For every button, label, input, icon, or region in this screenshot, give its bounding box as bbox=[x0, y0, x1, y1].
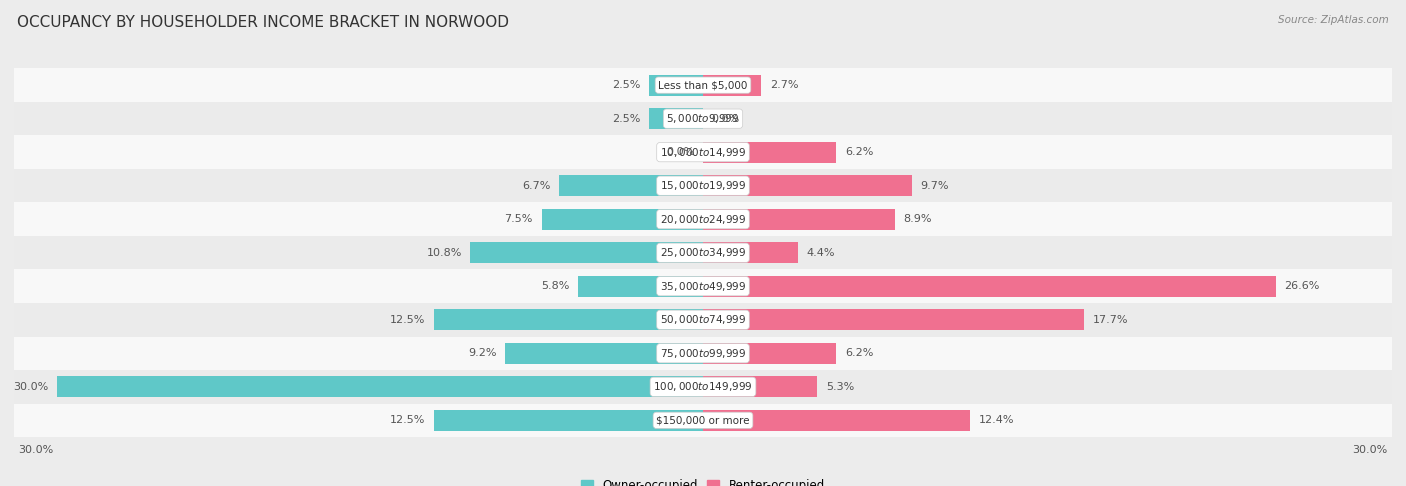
Bar bbox=[650, 108, 703, 129]
Bar bbox=[434, 310, 703, 330]
Text: OCCUPANCY BY HOUSEHOLDER INCOME BRACKET IN NORWOOD: OCCUPANCY BY HOUSEHOLDER INCOME BRACKET … bbox=[17, 15, 509, 30]
Text: 2.7%: 2.7% bbox=[769, 80, 799, 90]
Text: 6.2%: 6.2% bbox=[845, 348, 873, 358]
Bar bbox=[14, 102, 1392, 136]
Text: $100,000 to $149,999: $100,000 to $149,999 bbox=[654, 380, 752, 393]
Text: 7.5%: 7.5% bbox=[505, 214, 533, 224]
Text: Less than $5,000: Less than $5,000 bbox=[658, 80, 748, 90]
Bar bbox=[703, 410, 970, 431]
Text: 12.5%: 12.5% bbox=[389, 416, 425, 425]
Bar bbox=[14, 403, 1392, 437]
Text: $10,000 to $14,999: $10,000 to $14,999 bbox=[659, 146, 747, 158]
Text: 9.7%: 9.7% bbox=[921, 181, 949, 191]
Bar bbox=[578, 276, 703, 296]
Bar bbox=[703, 142, 837, 162]
Text: Source: ZipAtlas.com: Source: ZipAtlas.com bbox=[1278, 15, 1389, 25]
Bar bbox=[505, 343, 703, 364]
Text: $150,000 or more: $150,000 or more bbox=[657, 416, 749, 425]
Bar bbox=[14, 136, 1392, 169]
Bar bbox=[14, 69, 1392, 102]
Bar bbox=[14, 236, 1392, 269]
Bar bbox=[650, 75, 703, 96]
Text: 26.6%: 26.6% bbox=[1284, 281, 1320, 291]
Text: 0.0%: 0.0% bbox=[666, 147, 695, 157]
Text: $15,000 to $19,999: $15,000 to $19,999 bbox=[659, 179, 747, 192]
Bar bbox=[58, 376, 703, 397]
Text: 30.0%: 30.0% bbox=[13, 382, 48, 392]
Bar bbox=[14, 269, 1392, 303]
Text: $35,000 to $49,999: $35,000 to $49,999 bbox=[659, 280, 747, 293]
Text: 2.5%: 2.5% bbox=[612, 80, 641, 90]
Text: 30.0%: 30.0% bbox=[18, 446, 53, 455]
Text: 6.2%: 6.2% bbox=[845, 147, 873, 157]
Bar bbox=[14, 203, 1392, 236]
Bar bbox=[703, 175, 912, 196]
Text: 12.4%: 12.4% bbox=[979, 416, 1014, 425]
Bar bbox=[14, 303, 1392, 336]
Legend: Owner-occupied, Renter-occupied: Owner-occupied, Renter-occupied bbox=[581, 479, 825, 486]
Bar bbox=[541, 209, 703, 229]
Bar bbox=[558, 175, 703, 196]
Bar bbox=[14, 169, 1392, 203]
Bar bbox=[703, 209, 894, 229]
Text: 5.8%: 5.8% bbox=[541, 281, 569, 291]
Text: 2.5%: 2.5% bbox=[612, 114, 641, 123]
Text: 6.7%: 6.7% bbox=[522, 181, 550, 191]
Text: $20,000 to $24,999: $20,000 to $24,999 bbox=[659, 213, 747, 226]
Text: 0.0%: 0.0% bbox=[711, 114, 740, 123]
Text: $50,000 to $74,999: $50,000 to $74,999 bbox=[659, 313, 747, 326]
Bar bbox=[14, 370, 1392, 403]
Bar bbox=[703, 243, 797, 263]
Bar bbox=[471, 243, 703, 263]
Text: $75,000 to $99,999: $75,000 to $99,999 bbox=[659, 347, 747, 360]
Bar bbox=[703, 75, 761, 96]
Text: 8.9%: 8.9% bbox=[903, 214, 932, 224]
Bar bbox=[703, 343, 837, 364]
Text: 5.3%: 5.3% bbox=[825, 382, 853, 392]
Text: 30.0%: 30.0% bbox=[1353, 446, 1388, 455]
Text: 9.2%: 9.2% bbox=[468, 348, 496, 358]
Bar bbox=[434, 410, 703, 431]
Bar bbox=[703, 376, 817, 397]
Bar bbox=[703, 310, 1084, 330]
Text: $5,000 to $9,999: $5,000 to $9,999 bbox=[666, 112, 740, 125]
Text: 17.7%: 17.7% bbox=[1092, 315, 1128, 325]
Bar bbox=[703, 276, 1275, 296]
Bar bbox=[14, 336, 1392, 370]
Text: 10.8%: 10.8% bbox=[426, 248, 461, 258]
Text: $25,000 to $34,999: $25,000 to $34,999 bbox=[659, 246, 747, 259]
Text: 12.5%: 12.5% bbox=[389, 315, 425, 325]
Text: 4.4%: 4.4% bbox=[807, 248, 835, 258]
